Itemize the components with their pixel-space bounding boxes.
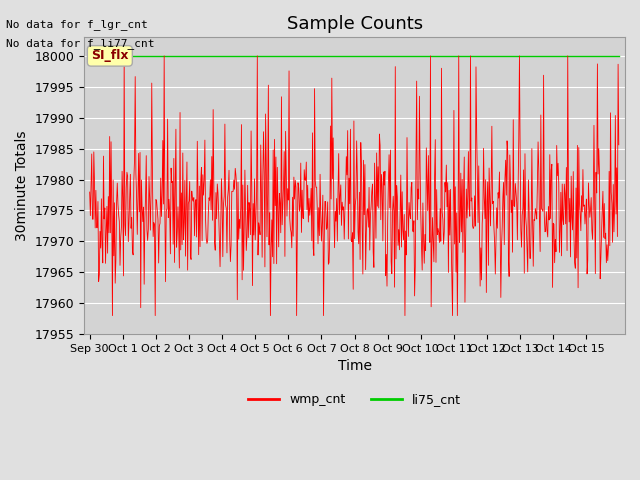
Title: Sample Counts: Sample Counts — [287, 15, 422, 33]
Y-axis label: 30minute Totals: 30minute Totals — [15, 131, 29, 241]
Text: No data for f_lgr_cnt: No data for f_lgr_cnt — [6, 19, 148, 30]
Text: No data for f_li77_cnt: No data for f_li77_cnt — [6, 38, 155, 49]
X-axis label: Time: Time — [337, 360, 372, 373]
Text: SI_flx: SI_flx — [91, 49, 129, 62]
Legend: wmp_cnt, li75_cnt: wmp_cnt, li75_cnt — [243, 388, 466, 411]
